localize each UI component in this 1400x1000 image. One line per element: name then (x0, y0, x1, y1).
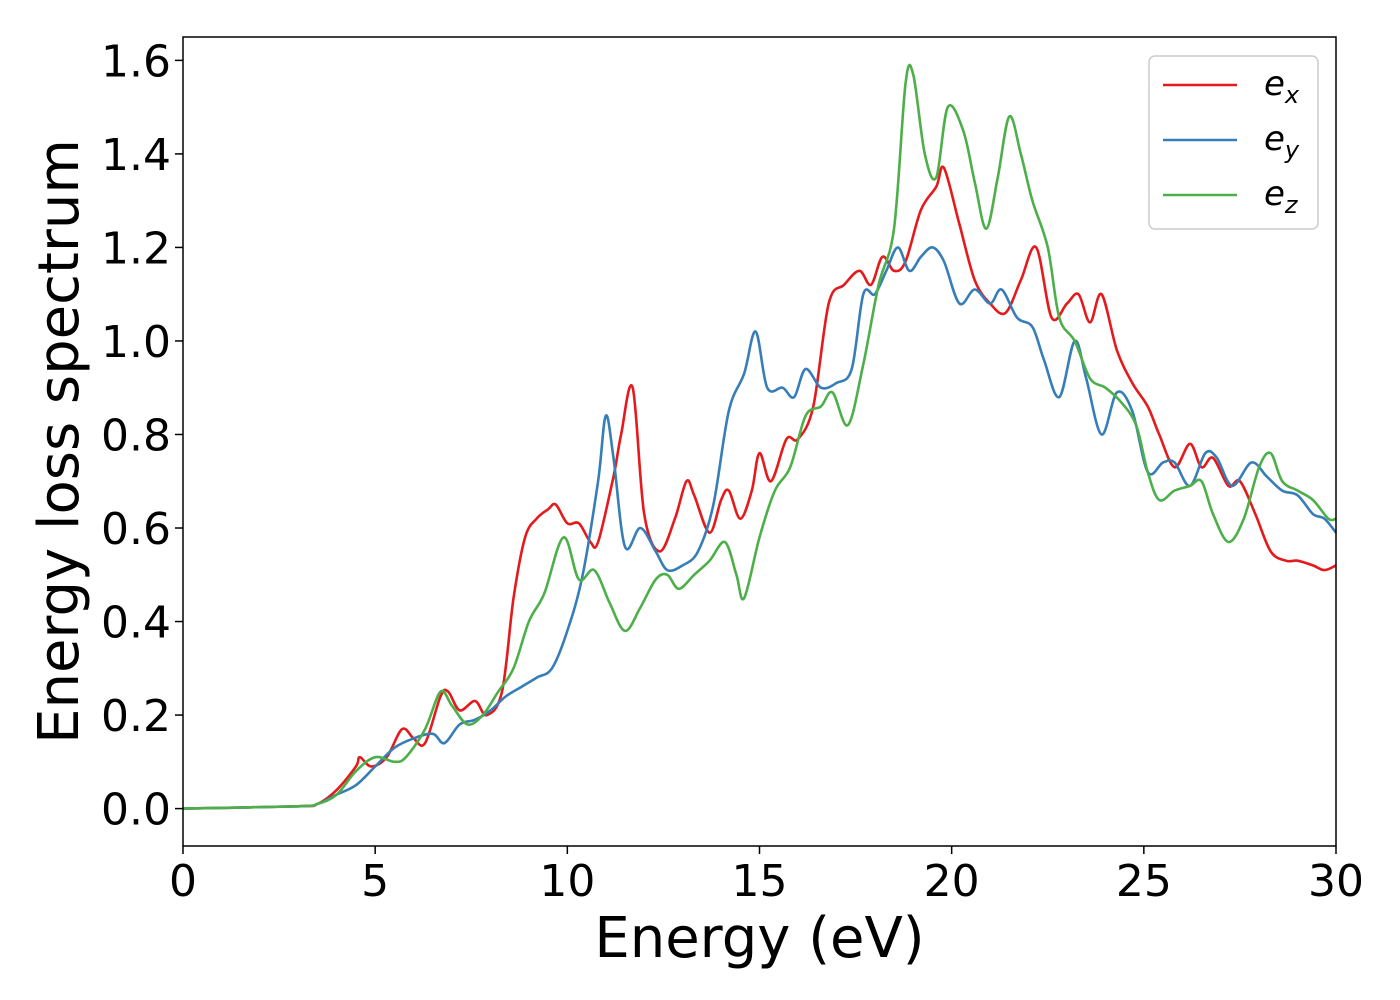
y-tick-label: 0.0 (101, 785, 171, 836)
y-axis-label: Energy loss spectrum (27, 139, 92, 744)
y-tick-label: 0.4 (101, 598, 171, 649)
y-tick-label: 1.6 (101, 36, 171, 87)
legend-label-y: ey (1264, 119, 1300, 164)
x-tick-label: 15 (732, 856, 788, 907)
x-tick-label: 20 (924, 856, 980, 907)
legend-label-x: ex (1264, 64, 1300, 109)
x-axis-ticks: 0 5 10 15 20 25 30 (169, 846, 1364, 907)
x-tick-label: 10 (539, 856, 595, 907)
x-tick-label: 30 (1308, 856, 1364, 907)
series-line-e-x (182, 165, 1337, 810)
x-tick-label: 5 (361, 856, 389, 907)
series-line-e-y (182, 246, 1338, 810)
x-tick-label: 0 (169, 856, 197, 907)
y-tick-label: 1.2 (101, 223, 171, 274)
legend: ex ey ez (1148, 55, 1319, 230)
x-axis-label: Energy (eV) (594, 906, 924, 971)
legend-box (1148, 55, 1319, 230)
y-tick-label: 1.0 (101, 317, 171, 368)
y-axis-ticks: 0.0 0.2 0.4 0.6 0.8 1.0 1.2 1.4 1.6 (101, 36, 183, 836)
y-tick-label: 0.6 (101, 504, 171, 555)
y-tick-label: 1.4 (101, 130, 171, 181)
series-line-e-z (182, 63, 1337, 810)
y-tick-label: 0.8 (101, 410, 171, 461)
y-tick-label: 0.2 (101, 691, 171, 742)
x-tick-label: 25 (1116, 856, 1172, 907)
legend-label-z: ez (1264, 174, 1299, 219)
series-lines (182, 63, 1338, 810)
